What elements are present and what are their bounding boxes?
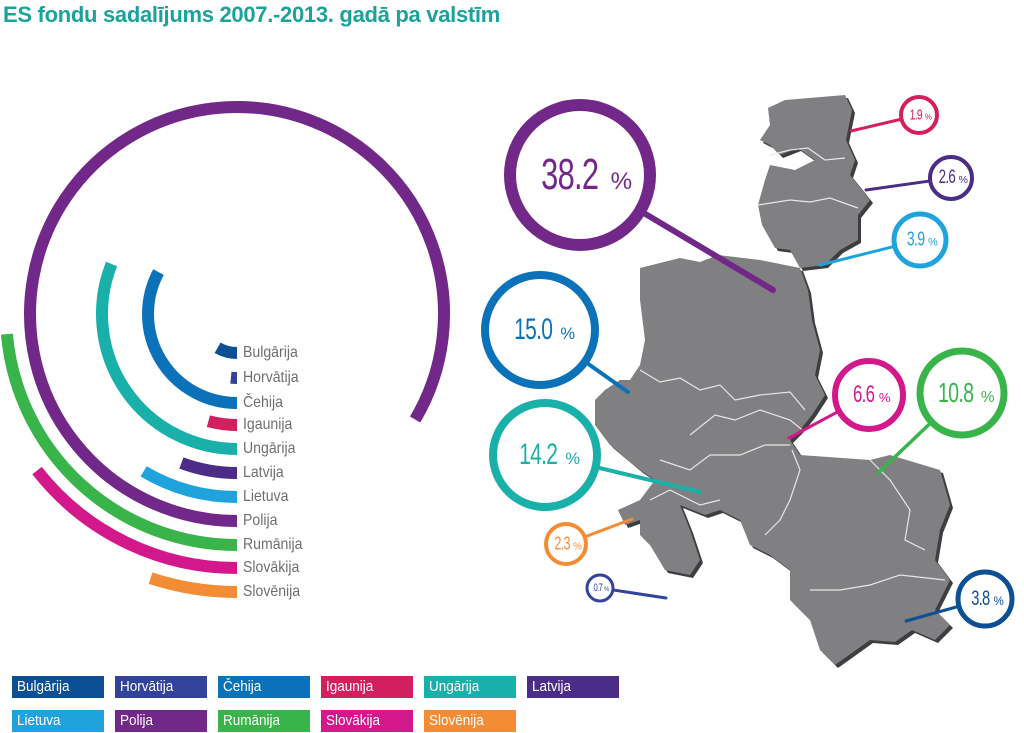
callout-value: 2.6% [938,167,968,188]
legend-item: Slovākija [321,710,413,732]
legend-item: Čehija [218,676,310,698]
ring-label: Latvija [243,464,284,481]
ring-label: Igaunija [243,416,293,433]
ring-label: Horvātija [243,369,299,386]
callout-line [904,604,961,623]
legend-item: Latvija [527,676,619,698]
legend-label: Bulgārija [17,678,70,695]
callout-value: 10.8% [937,377,995,408]
callout-line [637,207,776,293]
ring-label: Ungārija [243,440,296,457]
ring-label: Bulgārija [243,344,298,361]
legend-label: Lietuva [17,712,61,729]
callout-lines [582,117,961,623]
ring-arc-10 [148,572,238,598]
ring-arc-8 [0,333,238,551]
callout-value: 6.6% [853,381,891,408]
legend-item: Horvātija [115,676,207,698]
callout-value: 38.2% [541,150,632,199]
ring-arc-0 [214,342,238,359]
callout-value: 3.8% [971,587,1004,610]
ring-arc-6 [140,466,238,504]
legend-label: Latvija [532,678,572,695]
map-baltics [758,95,870,268]
callout-line [787,409,841,440]
callout-value: 3.9% [906,228,938,251]
callout-line [582,359,630,394]
legend-label: Slovēnija [429,712,484,729]
radial-bar-chart [0,101,450,598]
ring-arc-9 [32,466,238,574]
chart-title: ES fondu sadalījums 2007.-2013. gadā pa … [3,2,500,27]
callout-value: 2.3% [554,533,581,554]
map-central-europe [595,255,950,665]
callout-value: 15.0% [514,313,575,346]
ring-label: Slovēnija [243,583,301,600]
callout-value: 1.9% [909,106,933,124]
callout-line [864,179,932,192]
legend-label: Igaunija [326,678,374,695]
ring-arc-3 [206,415,238,431]
ring-arc-4 [96,261,238,455]
legend-label: Polija [120,712,154,729]
legend-item: Bulgārija [12,676,104,698]
legend-item: Ungārija [424,676,516,698]
legend-item: Lietuva [12,710,104,732]
ring-arc-7 [24,101,450,527]
ring-label: Rumānija [243,536,303,553]
map-shapes [595,95,953,668]
ring-label: Čehija [243,394,283,411]
legend-item: Igaunija [321,676,413,698]
callout-line [593,465,702,494]
callout-value: 0.7% [593,582,610,594]
callout-line [611,588,668,600]
legend-item: Slovēnija [424,710,516,732]
callout-line [876,420,934,475]
ring-arc-2 [142,269,238,409]
legend-item: Polija [115,710,207,732]
callout-line [818,244,897,267]
legend-label: Slovākija [326,712,381,729]
legend-label: Ungārija [429,678,480,695]
legend-label: Horvātija [120,678,174,695]
legend-label: Čehija [223,678,262,695]
ring-label: Slovākija [243,559,300,576]
callout-value: 14.2% [519,438,580,471]
ring-label: Lietuva [243,488,289,505]
callout-line [849,117,903,133]
legend-item: Rumānija [218,710,310,732]
ring-arc-5 [179,457,238,480]
legend-label: Rumānija [223,712,281,729]
ring-label: Polija [243,512,278,529]
callout-line [583,517,634,539]
